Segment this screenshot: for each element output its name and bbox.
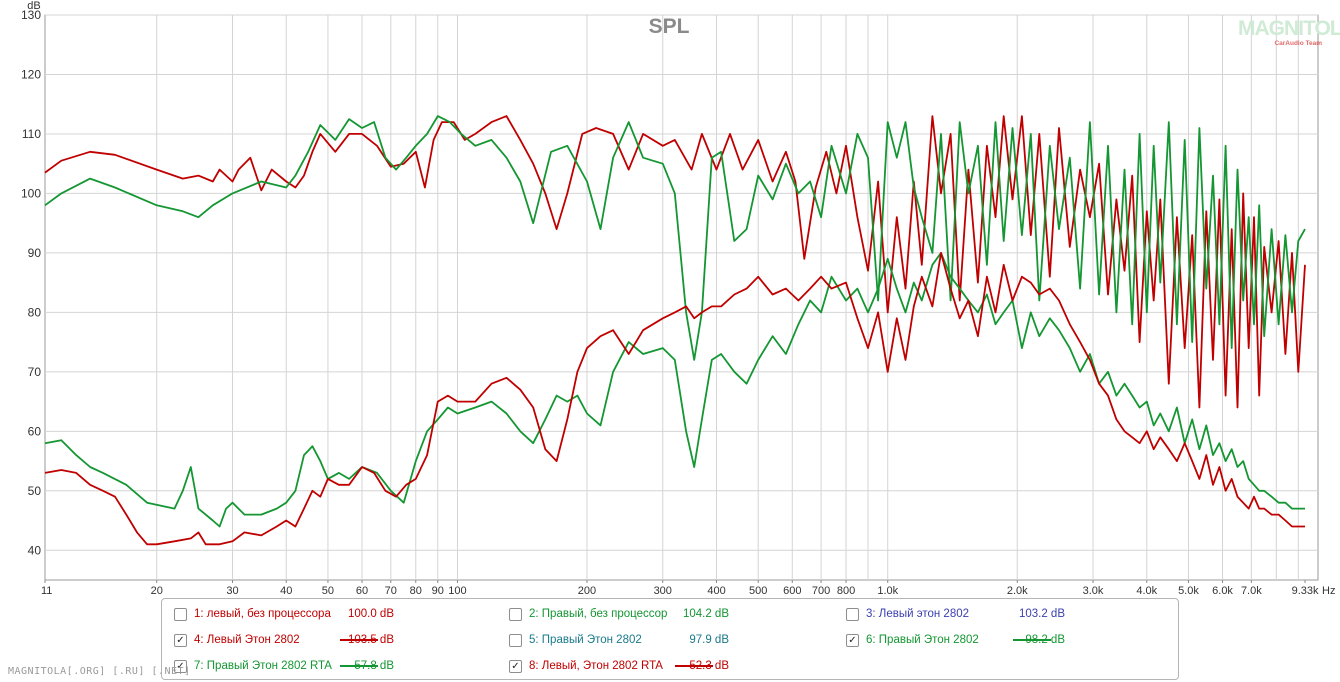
chart-title: SPL xyxy=(649,15,690,38)
y-tick-label: 80 xyxy=(28,305,42,319)
legend-value: 104.2 dB xyxy=(682,608,729,620)
legend-label: 5: Правый Этон 2802 xyxy=(529,634,642,646)
series-line xyxy=(44,115,1306,361)
logo: MAGNITOLA CarAudio Team xyxy=(1238,17,1340,50)
x-tick-label: 60 xyxy=(356,585,368,597)
series-group xyxy=(44,115,1306,546)
x-tick-label: 90 xyxy=(432,585,444,597)
legend: 1: левый, без процессора 100.0 dB 2: Правы… xyxy=(161,598,1179,680)
x-tick-label: 100 xyxy=(448,585,466,597)
legend-value: 52.3 dB xyxy=(689,660,729,672)
watermark-text: MAGNITOLA[.ORG] [.RU] [.NET] xyxy=(8,666,191,677)
x-tick-label: 500 xyxy=(749,585,767,597)
x-tick-label: 9.33k xyxy=(1292,585,1319,597)
legend-label: 7: Правый Этон 2802 RTA xyxy=(194,660,332,672)
legend-label: 8: Левый, Этон 2802 RTA xyxy=(529,660,663,672)
x-tick-label: 30 xyxy=(226,585,238,597)
legend-item: 5: Правый Этон 2802 97.9 dB xyxy=(509,630,839,650)
y-tick-label: 40 xyxy=(28,543,42,557)
legend-label: 3: Левый этон 2802 xyxy=(866,608,970,620)
logo-tagline: CarAudio Team xyxy=(1274,40,1322,47)
y-tick-label: 90 xyxy=(28,246,42,260)
legend-item: 2: Правый, без процессор 104.2 dB xyxy=(509,604,839,624)
x-tick-label: 70 xyxy=(385,585,397,597)
x-tick-label: 600 xyxy=(783,585,801,597)
legend-value: 103.2 dB xyxy=(1018,608,1065,620)
x-tick-label: 40 xyxy=(280,585,292,597)
legend-value: 57.8 dB xyxy=(354,660,394,672)
axes: 40 50 60 70 80 90 100 110 120 130 11 20 30 40 50 60 70 80… xyxy=(21,8,1319,597)
x-tick-label: 6.0k xyxy=(1212,585,1233,597)
legend-checkbox[interactable] xyxy=(174,608,187,621)
grid xyxy=(45,14,1318,580)
x-tick-label: 300 xyxy=(654,585,672,597)
legend-item: ✓ 4: Левый Этон 2802 103.5 dB xyxy=(174,630,504,650)
plot-area xyxy=(44,14,1319,581)
legend-checkbox[interactable] xyxy=(509,608,522,621)
y-tick-label: 60 xyxy=(28,424,42,438)
y-tick-label: 130 xyxy=(21,8,41,22)
legend-swatch xyxy=(340,665,378,667)
legend-item: 3: Левый этон 2802 103.2 dB xyxy=(846,604,1176,624)
legend-checkbox[interactable]: ✓ xyxy=(509,660,522,673)
x-tick-label: 11 xyxy=(41,585,52,597)
y-axis-unit: dB xyxy=(27,0,40,12)
y-tick-label: 110 xyxy=(22,127,41,141)
legend-label: 6: Правый Этон 2802 xyxy=(866,634,979,646)
legend-item: ✓ 8: Левый, Этон 2802 RTA 52.3 dB xyxy=(509,656,839,676)
y-tick-label: 100 xyxy=(21,186,41,200)
legend-label: 1: левый, без процессора xyxy=(194,608,331,620)
legend-checkbox[interactable]: ✓ xyxy=(174,660,187,673)
legend-value: 103.5 dB xyxy=(347,634,394,646)
legend-checkbox[interactable] xyxy=(509,634,522,647)
logo-wordmark: MAGNITOLA xyxy=(1238,17,1340,40)
legend-item: ✓ 6: Правый Этон 2802 98.2 dB xyxy=(846,630,1176,650)
x-tick-label: 3.0k xyxy=(1083,585,1104,597)
legend-item: 1: левый, без процессора 100.0 dB xyxy=(174,604,504,624)
series-line xyxy=(44,251,1305,528)
y-tick-label: 120 xyxy=(21,67,41,81)
legend-swatch xyxy=(1013,639,1051,641)
legend-value: 100.0 dB xyxy=(347,608,394,620)
legend-checkbox[interactable] xyxy=(846,608,859,621)
legend-value: 97.9 dB xyxy=(689,634,729,646)
legend-swatch xyxy=(340,639,378,641)
x-tick-label: 2.0k xyxy=(1007,585,1028,597)
series-line xyxy=(44,251,1305,546)
legend-checkbox[interactable]: ✓ xyxy=(846,634,859,647)
x-tick-label: 50 xyxy=(322,585,334,597)
x-tick-label: 4.0k xyxy=(1136,585,1157,597)
legend-item: ✓ 7: Правый Этон 2802 RTA 57.8 dB xyxy=(174,656,504,676)
y-tick-label: 70 xyxy=(28,365,42,379)
x-tick-label: 200 xyxy=(578,585,596,597)
x-tick-label: 400 xyxy=(707,585,725,597)
x-tick-label: 700 xyxy=(812,585,830,597)
legend-value: 98.2 dB xyxy=(1025,634,1065,646)
x-tick-label: 800 xyxy=(837,585,855,597)
spl-chart: 40 50 60 70 80 90 100 110 120 130 11 20 30 40 50 60 70 80… xyxy=(21,0,1335,597)
legend-checkbox[interactable]: ✓ xyxy=(174,634,187,647)
x-tick-label: 5.0k xyxy=(1178,585,1199,597)
x-tick-label: 7.0k xyxy=(1241,585,1262,597)
legend-swatch xyxy=(675,665,713,667)
x-tick-label: 80 xyxy=(410,585,422,597)
legend-label: 4: Левый Этон 2802 xyxy=(194,634,300,646)
series-line xyxy=(44,115,1306,409)
y-tick-label: 50 xyxy=(28,484,42,498)
legend-label: 2: Правый, без процессор xyxy=(529,608,668,620)
x-tick-label: 1.0k xyxy=(877,585,898,597)
x-tick-label: 20 xyxy=(151,585,163,597)
x-axis-unit: Hz xyxy=(1322,585,1335,597)
